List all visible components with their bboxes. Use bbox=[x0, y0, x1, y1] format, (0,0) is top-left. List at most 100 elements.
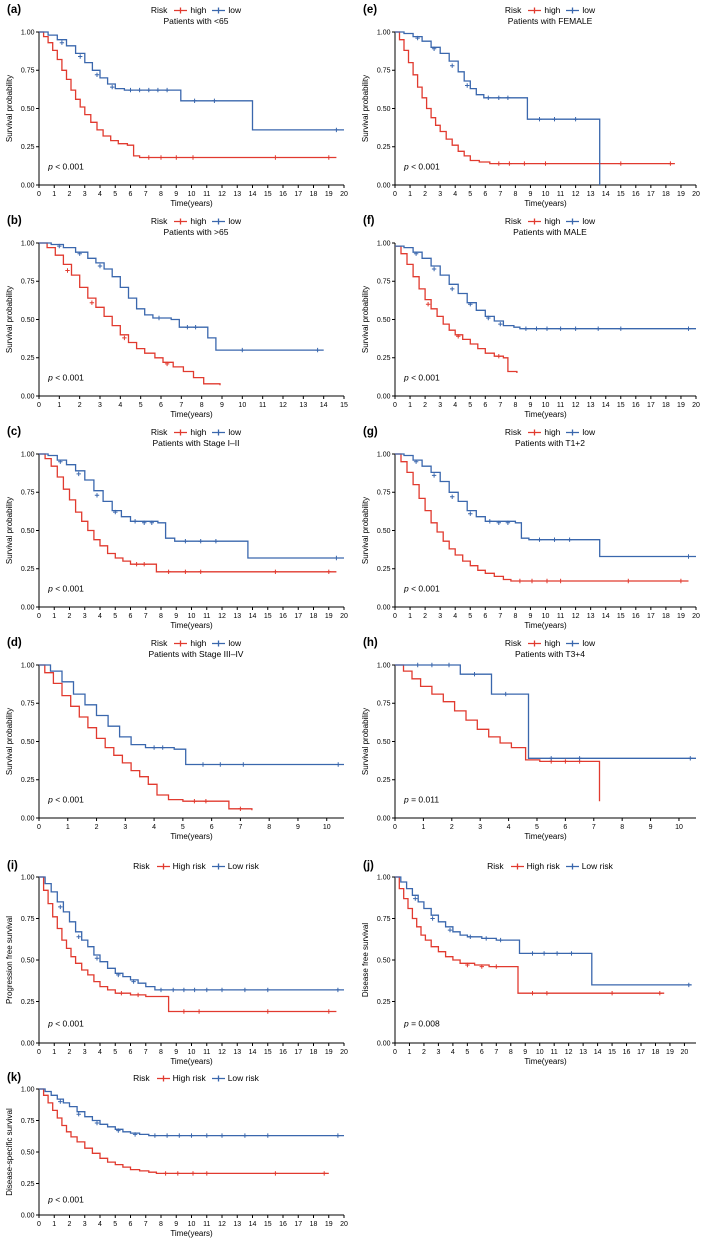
svg-text:0.25: 0.25 bbox=[377, 566, 391, 573]
svg-text:19: 19 bbox=[677, 402, 685, 409]
svg-text:5: 5 bbox=[465, 1049, 469, 1056]
svg-text:9: 9 bbox=[528, 402, 532, 409]
svg-text:11: 11 bbox=[203, 191, 210, 198]
svg-text:17: 17 bbox=[294, 1049, 302, 1056]
svg-text:3: 3 bbox=[436, 1049, 440, 1056]
legend-item-high-risk: high bbox=[173, 215, 206, 227]
svg-text:p < 0.001: p < 0.001 bbox=[403, 373, 440, 383]
svg-text:2: 2 bbox=[95, 824, 99, 831]
svg-text:17: 17 bbox=[294, 613, 302, 620]
legend-label: Low risk bbox=[227, 861, 259, 871]
panel-subtitle: Patients with Stage I–II bbox=[152, 438, 240, 448]
svg-text:4: 4 bbox=[152, 824, 156, 831]
svg-text:8: 8 bbox=[513, 613, 517, 620]
line-plus-icon bbox=[528, 7, 542, 13]
svg-text:0.75: 0.75 bbox=[377, 68, 391, 75]
svg-text:0.50: 0.50 bbox=[377, 739, 391, 746]
risk-legend: Risk High risk Low risk bbox=[38, 860, 354, 872]
panel-label: (g) bbox=[363, 426, 378, 438]
svg-text:Progression free survival: Progression free survival bbox=[5, 916, 14, 1004]
risk-legend: Risk high low bbox=[38, 426, 354, 438]
km-panel-i: (i) Risk High risk Low risk 0.00 0.25 0.50… bbox=[4, 858, 354, 1069]
svg-text:8: 8 bbox=[513, 191, 517, 198]
risk-legend: Risk high low bbox=[394, 426, 706, 438]
svg-text:17: 17 bbox=[647, 191, 655, 198]
risk-legend: Risk High risk Low risk bbox=[38, 1072, 354, 1084]
km-panel-b: (b) Risk high low Patients with >65 0.00… bbox=[4, 213, 354, 422]
svg-text:14: 14 bbox=[249, 191, 257, 198]
svg-text:Survival probability: Survival probability bbox=[5, 708, 14, 775]
svg-text:0.50: 0.50 bbox=[377, 957, 391, 964]
svg-text:Time(years): Time(years) bbox=[170, 832, 213, 841]
svg-text:0: 0 bbox=[393, 191, 397, 198]
svg-text:4: 4 bbox=[98, 1049, 102, 1056]
legend-title: Risk bbox=[504, 427, 522, 437]
svg-text:3: 3 bbox=[123, 824, 127, 831]
svg-text:Disease free survival: Disease free survival bbox=[361, 923, 370, 997]
panel-subtitle: Patients with >65 bbox=[163, 227, 229, 237]
svg-text:12: 12 bbox=[565, 1049, 573, 1056]
legend-item-high-risk: high bbox=[173, 637, 206, 649]
svg-text:1: 1 bbox=[408, 1049, 412, 1056]
svg-text:18: 18 bbox=[310, 613, 318, 620]
svg-text:0.25: 0.25 bbox=[377, 999, 391, 1006]
svg-text:9: 9 bbox=[174, 1221, 178, 1228]
legend-item-low-risk: low bbox=[211, 426, 241, 438]
svg-text:8: 8 bbox=[159, 1049, 163, 1056]
risk-legend: Risk high low bbox=[38, 637, 354, 649]
svg-text:20: 20 bbox=[340, 1049, 348, 1056]
svg-text:0.50: 0.50 bbox=[21, 317, 35, 324]
legend-item-low-risk: Low risk bbox=[211, 860, 259, 872]
km-plot: 0.000.250.500.751.000 1 2 3 4 5 6 7 8 9 10 11 12 13 14… bbox=[361, 29, 700, 208]
svg-text:3: 3 bbox=[83, 1221, 87, 1228]
svg-text:16: 16 bbox=[632, 191, 640, 198]
svg-text:0.75: 0.75 bbox=[21, 1118, 35, 1125]
svg-text:15: 15 bbox=[264, 191, 272, 198]
svg-text:0.25: 0.25 bbox=[21, 999, 35, 1006]
svg-text:1: 1 bbox=[52, 191, 56, 198]
svg-text:17: 17 bbox=[647, 613, 655, 620]
line-plus-icon bbox=[528, 640, 542, 646]
svg-text:1.00: 1.00 bbox=[21, 29, 35, 36]
line-plus-icon bbox=[566, 218, 580, 224]
svg-text:5: 5 bbox=[181, 824, 185, 831]
km-panel-g: (g) Risk high low Patients with T1+2 0.0… bbox=[360, 424, 706, 633]
svg-text:19: 19 bbox=[666, 1049, 674, 1056]
svg-text:1.00: 1.00 bbox=[377, 240, 391, 247]
svg-text:0.50: 0.50 bbox=[377, 317, 391, 324]
panel-subtitle: Patients with MALE bbox=[513, 227, 587, 237]
svg-text:17: 17 bbox=[294, 191, 302, 198]
svg-text:3: 3 bbox=[83, 613, 87, 620]
svg-text:15: 15 bbox=[608, 1049, 616, 1056]
svg-text:4: 4 bbox=[451, 1049, 455, 1056]
svg-text:4: 4 bbox=[98, 1221, 102, 1228]
legend-title: Risk bbox=[150, 216, 168, 226]
svg-text:6: 6 bbox=[129, 1049, 133, 1056]
svg-text:6: 6 bbox=[159, 402, 163, 409]
km-plot: 0.000.250.500.751.000 1 2 3 4 5 6 7 8 9 10 11 12 13 14… bbox=[361, 240, 700, 419]
svg-text:15: 15 bbox=[617, 613, 625, 620]
svg-text:13: 13 bbox=[587, 613, 595, 620]
svg-text:20: 20 bbox=[340, 191, 348, 198]
svg-text:7: 7 bbox=[498, 191, 502, 198]
panel-subtitle: Patients with Stage III–IV bbox=[148, 649, 244, 659]
svg-text:Time(years): Time(years) bbox=[524, 1057, 567, 1066]
svg-text:0.75: 0.75 bbox=[377, 701, 391, 708]
legend-label: low bbox=[582, 216, 596, 226]
legend-item-high-risk: High risk bbox=[156, 1072, 206, 1084]
line-plus-icon bbox=[211, 1075, 225, 1081]
legend-label: high bbox=[544, 5, 561, 15]
svg-text:0.50: 0.50 bbox=[21, 528, 35, 535]
svg-text:7: 7 bbox=[494, 1049, 498, 1056]
line-plus-icon bbox=[212, 218, 226, 224]
svg-text:12: 12 bbox=[572, 402, 580, 409]
svg-text:Survival probability: Survival probability bbox=[361, 286, 370, 353]
svg-text:8: 8 bbox=[267, 824, 271, 831]
svg-text:8: 8 bbox=[159, 613, 163, 620]
panel-subtitle: Patients with FEMALE bbox=[507, 16, 593, 26]
svg-text:16: 16 bbox=[623, 1049, 631, 1056]
svg-text:7: 7 bbox=[144, 613, 148, 620]
svg-text:12: 12 bbox=[218, 1049, 226, 1056]
svg-text:20: 20 bbox=[692, 191, 700, 198]
